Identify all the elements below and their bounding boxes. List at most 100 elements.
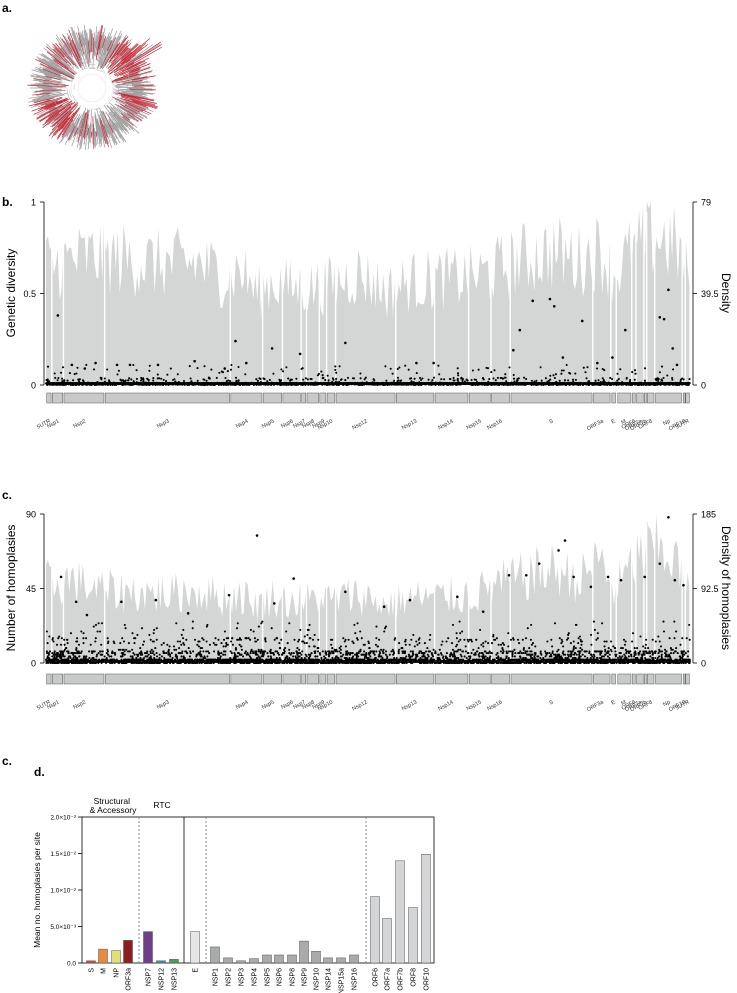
tree-branch: [116, 70, 153, 82]
gene-boundary: [509, 212, 511, 385]
tree-branch: [67, 36, 80, 62]
data-point: [669, 647, 672, 650]
data-point: [197, 640, 200, 643]
data-point: [497, 655, 500, 658]
data-point-high: [298, 352, 302, 356]
tree-branch: [64, 35, 73, 51]
data-point: [643, 379, 646, 382]
tree-branch: [30, 99, 55, 108]
tree-branch: [115, 81, 152, 86]
tree-arc: [62, 51, 74, 60]
data-point: [487, 642, 490, 645]
data-point: [53, 372, 56, 375]
tree-branch: [73, 30, 81, 52]
tree-branch: [124, 98, 147, 107]
data-point: [409, 650, 412, 653]
gene-label: Nsp4: [235, 418, 249, 429]
tree-branch: [128, 68, 141, 74]
data-point: [368, 647, 371, 650]
tree-branch: [122, 118, 134, 130]
tree-branch: [36, 100, 69, 119]
gene-boundary: [62, 212, 65, 385]
tree-branch: [83, 110, 89, 138]
tree-branch: [47, 66, 69, 77]
data-point: [78, 378, 81, 381]
tree-branch: [109, 102, 131, 120]
tree-branch: [42, 67, 61, 75]
data-point: [180, 643, 183, 646]
data-point: [68, 372, 71, 375]
data-point: [76, 637, 79, 640]
data-point: [236, 655, 239, 658]
tree-branch: [116, 92, 148, 99]
tree-arc: [95, 69, 102, 72]
tree-branch: [111, 119, 127, 143]
tree-branch: [132, 100, 157, 109]
tree-branch: [95, 131, 97, 137]
data-point: [431, 379, 434, 382]
tree-branch: [117, 104, 143, 121]
genetic-diversity-chart: 0 00.5 39.51 79 Genetic diversity Density 5…: [4, 198, 733, 433]
data-point: [574, 378, 577, 381]
data-point: [189, 650, 192, 653]
data-point: [88, 656, 91, 660]
data-point: [135, 369, 138, 372]
data-point: [322, 377, 325, 380]
tree-branch: [120, 47, 130, 57]
gene-boundary: [684, 212, 686, 385]
y-tick-label: 0: [31, 381, 36, 391]
data-point: [210, 368, 213, 371]
tree-branch: [125, 89, 144, 92]
tree-branch: [66, 123, 75, 138]
tree-branch: [101, 110, 116, 144]
tree-arc: [81, 67, 88, 71]
data-point: [172, 378, 175, 381]
y2-tick-label: 39.5: [701, 289, 719, 299]
data-point: [106, 637, 109, 640]
tree-branch: [39, 66, 67, 78]
tree-branch: [59, 36, 74, 58]
data-point: [113, 642, 116, 645]
tree-branch: [39, 106, 57, 117]
data-point: [384, 653, 387, 656]
data-point: [563, 379, 567, 382]
data-point: [92, 368, 96, 371]
data-point-high: [580, 319, 584, 323]
tree-branch: [118, 92, 155, 101]
tree-branch: [39, 91, 54, 94]
data-point: [287, 377, 290, 380]
tree-branch: [40, 89, 60, 91]
data-point: [57, 376, 60, 380]
tree-branch: [111, 72, 139, 82]
tree-branch: [107, 105, 128, 128]
data-point: [182, 628, 185, 631]
tree-branch: [73, 114, 82, 134]
gene-label: S: [548, 418, 554, 425]
data-point: [169, 367, 172, 370]
tree-branch: [41, 58, 75, 78]
tree-branch: [99, 111, 113, 149]
tree-branch: [104, 33, 123, 65]
tree-arc: [53, 97, 59, 109]
tree-branch: [63, 40, 72, 52]
data-point: [660, 365, 664, 368]
tree-branch: [80, 31, 85, 46]
data-point: [329, 638, 333, 641]
tree-branch: [106, 40, 113, 52]
tree-branch: [98, 35, 103, 50]
data-point: [389, 367, 392, 370]
gene-boundary: [645, 524, 648, 663]
data-point: [490, 371, 493, 374]
tree-branch: [115, 84, 154, 87]
data-point: [340, 378, 343, 381]
data-point: [633, 647, 636, 650]
data-point: [147, 378, 150, 382]
data-point: [229, 368, 232, 371]
tree-branch: [68, 34, 83, 66]
panel-label-c: c.: [2, 488, 12, 502]
data-point: [501, 647, 504, 650]
tree-branch: [130, 90, 144, 93]
tree-branch: [46, 98, 70, 110]
tree-branch: [34, 83, 49, 86]
